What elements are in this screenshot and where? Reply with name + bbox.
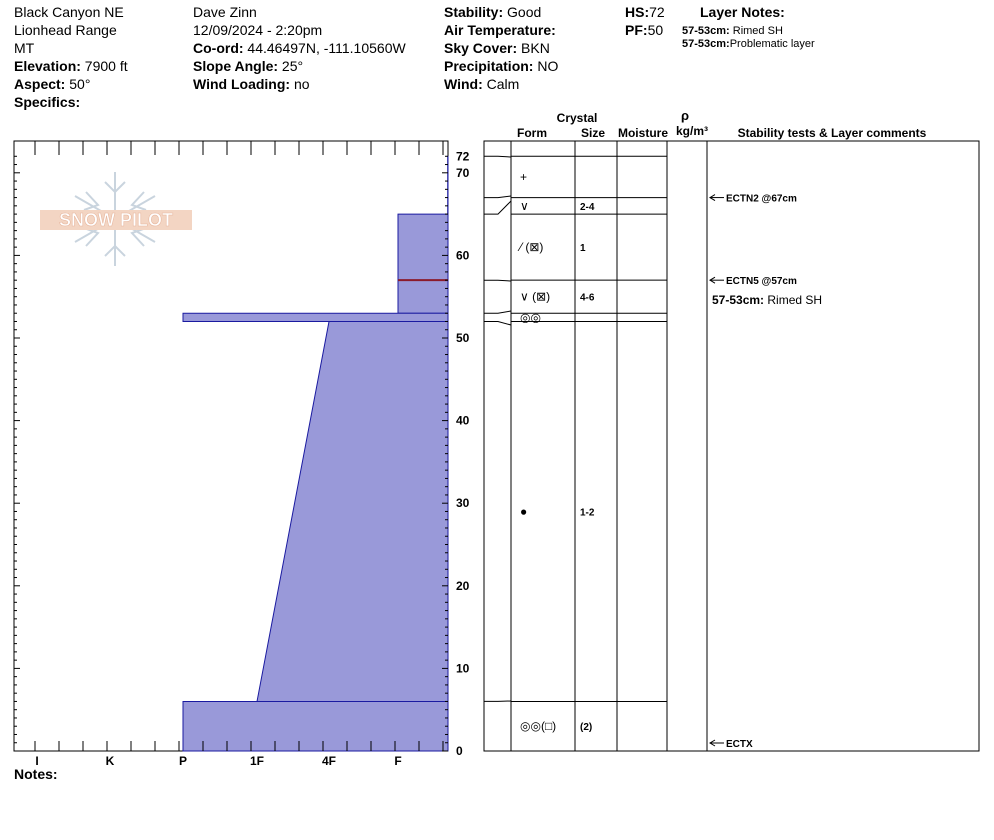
depth-tick-label: 40 [456, 414, 470, 428]
header-col-1: Black Canyon NE Lionhead Range MT Elevat… [14, 3, 128, 111]
depth-tick-label: 10 [456, 661, 470, 675]
hardness-axis-ticks: I K P 1F 4F F [34, 141, 444, 768]
coord-field: Co-ord: 44.46497N, -111.10560W [193, 40, 406, 56]
grain-form-symbol: ∨ (⊠) [520, 290, 550, 304]
header-col-2: Dave Zinn 12/09/2024 - 2:20pm Co-ord: 44… [193, 3, 406, 93]
location-name: Black Canyon NE [14, 4, 124, 20]
grain-table: + ∨ 2-4 ⁄ (⊠) 1 ∨ (⊠) 4-6 ◎◎ ● 1-2 ◎◎(□) (2) [484, 155, 667, 733]
header-col-3: Stability: Good Air Temperature: Sky Cov… [444, 3, 558, 93]
grain-form-symbol: ∨ [520, 199, 529, 213]
layer-notes-list: 57-53cm: Rimed SH 57-53cm:Problematic la… [682, 25, 815, 51]
range-name: Lionhead Range [14, 22, 117, 38]
hardness-label: F [394, 754, 401, 768]
observation-datetime: 12/09/2024 - 2:20pm [193, 22, 323, 38]
depth-tick-label: 70 [456, 166, 470, 180]
grain-form-symbol: ◎◎(□) [520, 719, 556, 733]
pf-field: PF:50 [625, 22, 664, 38]
hardness-label: 1F [250, 754, 264, 768]
layer-note-1: 57-53cm: Rimed SH [682, 25, 783, 37]
hs-field: HS:72 [625, 4, 665, 20]
depth-connector-line [484, 200, 512, 215]
precip-field: Precipitation: NO [444, 58, 559, 74]
density-unit-header: kg/m³ [676, 124, 708, 138]
grain-form-symbol: ● [520, 504, 527, 518]
stability-field: Stability: Good [444, 4, 542, 20]
depth-connector-line [484, 321, 512, 326]
depth-tick-label: 20 [456, 579, 470, 593]
hardness-label: K [106, 754, 115, 768]
grain-form-symbol: + [520, 170, 527, 184]
hardness-profile [182, 155, 449, 752]
logo-text: SNOW PILOT [59, 210, 173, 230]
stability-tests: ECTN2 @67cm ECTN5 @57cm ECTX [709, 194, 797, 750]
header-col-4: HS:72 PF:50 [625, 3, 665, 39]
hardness-label: I [35, 754, 38, 768]
depth-connector-line [484, 279, 512, 282]
density-symbol-header: ρ [681, 108, 689, 123]
hardness-layer-bar [397, 279, 449, 314]
wind-field: Wind: Calm [444, 76, 520, 92]
moisture-header: Moisture [618, 126, 668, 140]
stability-test-label: ECTN5 @57cm [726, 276, 797, 287]
depth-axis: 0 10 20 30 40 50 60 70 72 [14, 149, 470, 758]
specifics-field: Specifics: [14, 94, 81, 110]
arrow-head-icon [709, 739, 716, 747]
arrow-head-icon [709, 194, 716, 202]
logo-banner [40, 210, 192, 230]
layer-table-frame [483, 140, 980, 752]
crystal-header: Crystal [557, 111, 598, 125]
hardness-layer-bar [182, 312, 449, 322]
grain-form-symbol: ⁄ (⊠) [517, 240, 543, 254]
layer-comment: 57-53cm: Rimed SH [712, 293, 822, 307]
stability-test-label: ECTN2 @67cm [726, 194, 797, 205]
aspect-field: Aspect: 50° [14, 76, 91, 92]
depth-tick-label: 0 [456, 744, 463, 758]
layer-note-2: 57-53cm:Problematic layer [682, 38, 815, 50]
depth-tick-label: 50 [456, 331, 470, 345]
grain-size-value: (2) [580, 722, 592, 733]
hardness-label: P [179, 754, 187, 768]
hardness-layer-bar [182, 700, 449, 752]
depth-tick-label: 60 [456, 248, 470, 262]
grain-size-value: 1-2 [580, 507, 595, 518]
hardness-layer-bar [397, 213, 449, 281]
depth-connector-line [484, 195, 512, 199]
size-header: Size [581, 126, 605, 140]
hardness-label: 4F [322, 754, 336, 768]
grain-size-value: 1 [580, 243, 586, 254]
form-header: Form [517, 126, 547, 140]
depth-tick-label: 72 [456, 149, 470, 163]
grain-form-symbol: ◎◎ [520, 310, 541, 324]
layer-notes-title: Layer Notes: [700, 4, 785, 20]
air-temp-field: Air Temperature: [444, 22, 556, 38]
arrow-head-icon [709, 276, 716, 284]
notes-label: Notes: [14, 766, 58, 782]
observer-name: Dave Zinn [193, 4, 257, 20]
stability-test-label: ECTX [726, 739, 753, 750]
wind-loading-field: Wind Loading: no [193, 76, 310, 92]
grain-size-value: 4-6 [580, 293, 595, 304]
sky-cover-field: Sky Cover: BKN [444, 40, 550, 56]
depth-tick-label: 30 [456, 496, 470, 510]
depth-connector-line [484, 310, 512, 314]
state-name: MT [14, 40, 35, 56]
elevation-field: Elevation: 7900 ft [14, 58, 128, 74]
grain-size-value: 2-4 [580, 202, 595, 213]
slope-field: Slope Angle: 25° [193, 58, 304, 74]
depth-connector-line [484, 155, 512, 158]
snowpilot-logo: SNOW PILOT [40, 172, 192, 266]
stability-comments-header: Stability tests & Layer comments [738, 126, 927, 140]
hardness-layer-bar [256, 320, 449, 702]
